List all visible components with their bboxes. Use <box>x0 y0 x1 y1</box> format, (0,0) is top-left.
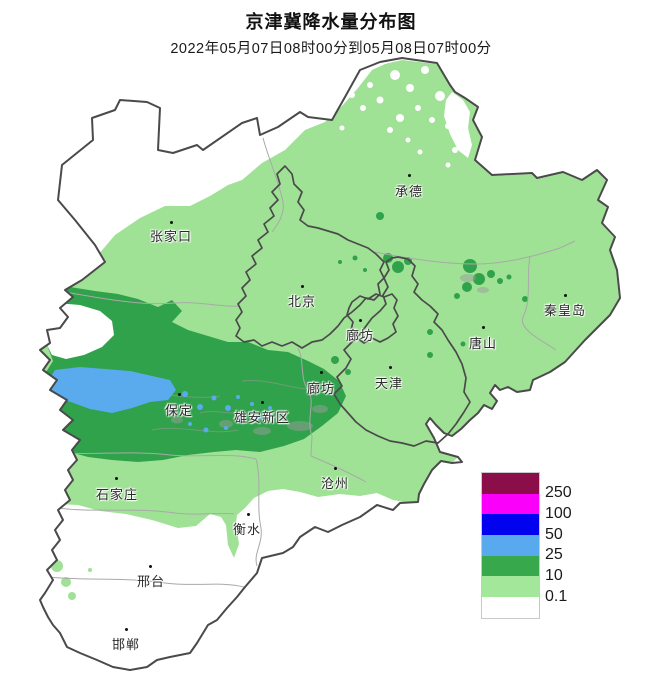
beijing-border <box>235 165 385 349</box>
langfang-exclave-border <box>346 293 399 344</box>
city-label: 石家庄 <box>95 487 139 502</box>
rain-layer-blue <box>47 367 272 433</box>
city-dot <box>482 326 485 329</box>
city-label: 沧州 <box>320 476 350 491</box>
city-label: 雄安新区 <box>233 410 291 425</box>
city-dot <box>178 393 181 396</box>
legend-swatch <box>482 514 539 536</box>
city-dot <box>334 467 337 470</box>
time-range-subtitle: 2022年05月07日08时00分到05月08日07时00分 <box>170 41 492 57</box>
city-label: 邢台 <box>136 574 166 589</box>
city-dot <box>247 513 250 516</box>
city-label: 邯郸 <box>111 637 141 652</box>
city-dot <box>125 628 128 631</box>
city-dot <box>389 366 392 369</box>
city-dot <box>408 174 411 177</box>
rain-dots-dark <box>331 187 528 375</box>
city-boundaries <box>47 137 576 588</box>
legend-label: 0.1 <box>545 588 568 605</box>
legend-swatch <box>482 555 539 577</box>
city-label: 张家口 <box>149 229 193 244</box>
legend-swatch <box>482 473 539 494</box>
precipitation-legend <box>481 472 540 619</box>
rain-layer-dark-band <box>42 287 346 462</box>
legend-swatch <box>482 576 539 598</box>
city-dot <box>115 477 118 480</box>
urban-gray-patches <box>129 274 489 435</box>
city-label: 秦皇岛 <box>543 303 587 318</box>
city-label: 廊坊 <box>306 381 336 396</box>
region-outline <box>39 57 621 671</box>
city-label: 廊坊 <box>345 328 375 343</box>
city-dot <box>564 294 567 297</box>
city-dot <box>301 285 304 288</box>
city-dot <box>149 565 152 568</box>
legend-swatch <box>482 535 539 556</box>
city-label: 天津 <box>374 376 404 391</box>
legend-label: 50 <box>545 526 563 543</box>
city-dot <box>170 221 173 224</box>
city-label: 北京 <box>287 294 317 309</box>
page-title: 京津冀降水量分布图 <box>245 12 417 32</box>
legend-swatch <box>482 597 539 618</box>
legend-label: 10 <box>545 567 563 584</box>
legend-swatch <box>482 493 539 515</box>
city-label: 衡水 <box>232 522 262 537</box>
city-label: 承德 <box>394 184 424 199</box>
legend-label: 250 <box>545 484 572 501</box>
legend-label: 25 <box>545 546 563 563</box>
city-label: 保定 <box>164 403 194 418</box>
city-dot <box>261 401 264 404</box>
tianjin-border <box>333 256 471 447</box>
city-dot <box>359 319 362 322</box>
no-rain-holes-north <box>339 66 472 168</box>
city-dot <box>320 371 323 374</box>
city-label: 唐山 <box>468 336 498 351</box>
legend-label: 100 <box>545 505 572 522</box>
